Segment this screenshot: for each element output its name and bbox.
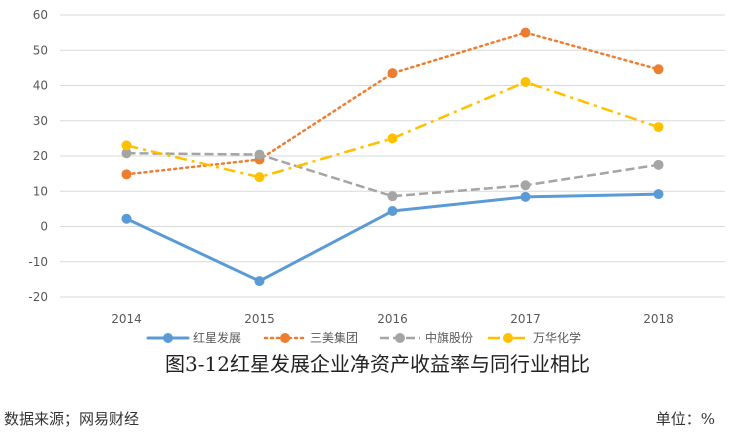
y-tick-label: -20: [28, 290, 48, 304]
legend-swatch-marker: [280, 333, 290, 343]
data-point: [254, 172, 265, 183]
chart-title: 图3-12红星发展企业净资产收益率与同行业相比: [165, 352, 590, 376]
x-tick-label: 2018: [643, 312, 674, 326]
y-tick-label: 20: [33, 149, 48, 163]
legend-item: 红星发展: [146, 330, 241, 345]
series-line: [126, 151, 659, 198]
series-三美集团: [121, 27, 664, 180]
unit-note: 单位：%: [655, 410, 715, 428]
legend-item: 万华化学: [488, 330, 581, 345]
legend-swatch-marker: [395, 333, 405, 343]
x-tick-label: 2016: [377, 312, 408, 326]
y-axis-ticks: -20 -10 0 10 20 30 40 50 60: [28, 8, 48, 304]
data-point: [387, 133, 398, 144]
series-line: [125, 31, 660, 176]
legend-swatch-marker: [503, 333, 513, 343]
data-point: [653, 189, 664, 200]
series-万华化学: [121, 76, 664, 183]
legend-item: 三美集团: [263, 330, 358, 345]
y-tick-label: 10: [33, 184, 48, 198]
x-tick-label: 2014: [111, 312, 142, 326]
y-tick-label: 40: [33, 79, 48, 93]
legend-label: 三美集团: [310, 330, 358, 345]
data-point: [520, 180, 531, 191]
x-axis-ticks: 2014 2015 2016 2017 2018: [111, 312, 674, 326]
series-lines: [121, 27, 664, 287]
legend-label: 万华化学: [533, 330, 581, 345]
data-point: [121, 213, 132, 224]
series-line: [126, 80, 659, 179]
series-中旗股份: [121, 148, 664, 202]
y-tick-label: 0: [40, 220, 48, 234]
data-point: [387, 191, 398, 202]
y-tick-label: 60: [33, 8, 48, 22]
data-source-note: 数据来源；网易财经: [4, 410, 140, 428]
legend-label: 红星发展: [193, 330, 241, 345]
data-point: [121, 148, 132, 159]
data-point: [387, 205, 398, 216]
data-point: [520, 27, 531, 38]
y-tick-label: -10: [28, 255, 48, 269]
data-point: [520, 191, 531, 202]
y-tick-label: 30: [33, 114, 48, 128]
data-point: [121, 140, 132, 151]
legend-item: 中旗股份: [380, 330, 473, 345]
x-tick-label: 2017: [510, 312, 541, 326]
series-红星发展: [121, 189, 664, 287]
legend-swatch-marker: [163, 333, 173, 343]
data-point: [387, 68, 398, 79]
legend-label: 中旗股份: [425, 330, 473, 345]
data-point: [254, 276, 265, 287]
x-tick-label: 2015: [244, 312, 275, 326]
gridlines: [60, 14, 725, 298]
data-point: [653, 64, 664, 75]
data-point: [254, 149, 265, 160]
data-point: [653, 159, 664, 170]
data-point: [653, 122, 664, 133]
data-point: [520, 76, 531, 87]
data-point: [121, 169, 132, 180]
legend: 红星发展 三美集团 中旗股份 万华化学: [146, 330, 581, 345]
y-tick-label: 50: [33, 43, 48, 57]
